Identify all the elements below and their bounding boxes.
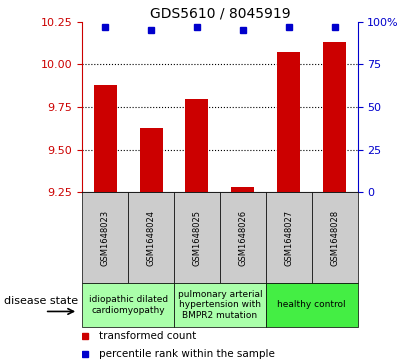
Bar <box>266 192 312 283</box>
Text: GSM1648028: GSM1648028 <box>330 210 339 266</box>
Bar <box>220 192 266 283</box>
Bar <box>231 187 254 192</box>
Bar <box>323 42 346 192</box>
Text: transformed count: transformed count <box>99 331 196 341</box>
Text: GSM1648024: GSM1648024 <box>147 210 155 266</box>
Bar <box>277 53 300 192</box>
Bar <box>140 127 162 192</box>
Bar <box>82 283 174 327</box>
Text: disease state: disease state <box>4 296 78 306</box>
Bar <box>174 192 220 283</box>
Text: percentile rank within the sample: percentile rank within the sample <box>99 349 275 359</box>
Text: pulmonary arterial
hypertension with
BMPR2 mutation: pulmonary arterial hypertension with BMP… <box>178 290 262 320</box>
Text: GSM1648027: GSM1648027 <box>284 210 293 266</box>
Text: idiopathic dilated
cardiomyopathy: idiopathic dilated cardiomyopathy <box>88 295 168 315</box>
Bar <box>312 192 358 283</box>
Bar <box>94 85 117 192</box>
Text: GSM1648026: GSM1648026 <box>238 210 247 266</box>
Bar <box>266 283 358 327</box>
Bar <box>185 98 208 192</box>
Title: GDS5610 / 8045919: GDS5610 / 8045919 <box>150 7 290 21</box>
Bar <box>128 192 174 283</box>
Text: GSM1648025: GSM1648025 <box>192 210 201 266</box>
Text: GSM1648023: GSM1648023 <box>101 210 110 266</box>
Text: healthy control: healthy control <box>277 301 346 309</box>
Bar <box>82 192 128 283</box>
Bar <box>174 283 266 327</box>
